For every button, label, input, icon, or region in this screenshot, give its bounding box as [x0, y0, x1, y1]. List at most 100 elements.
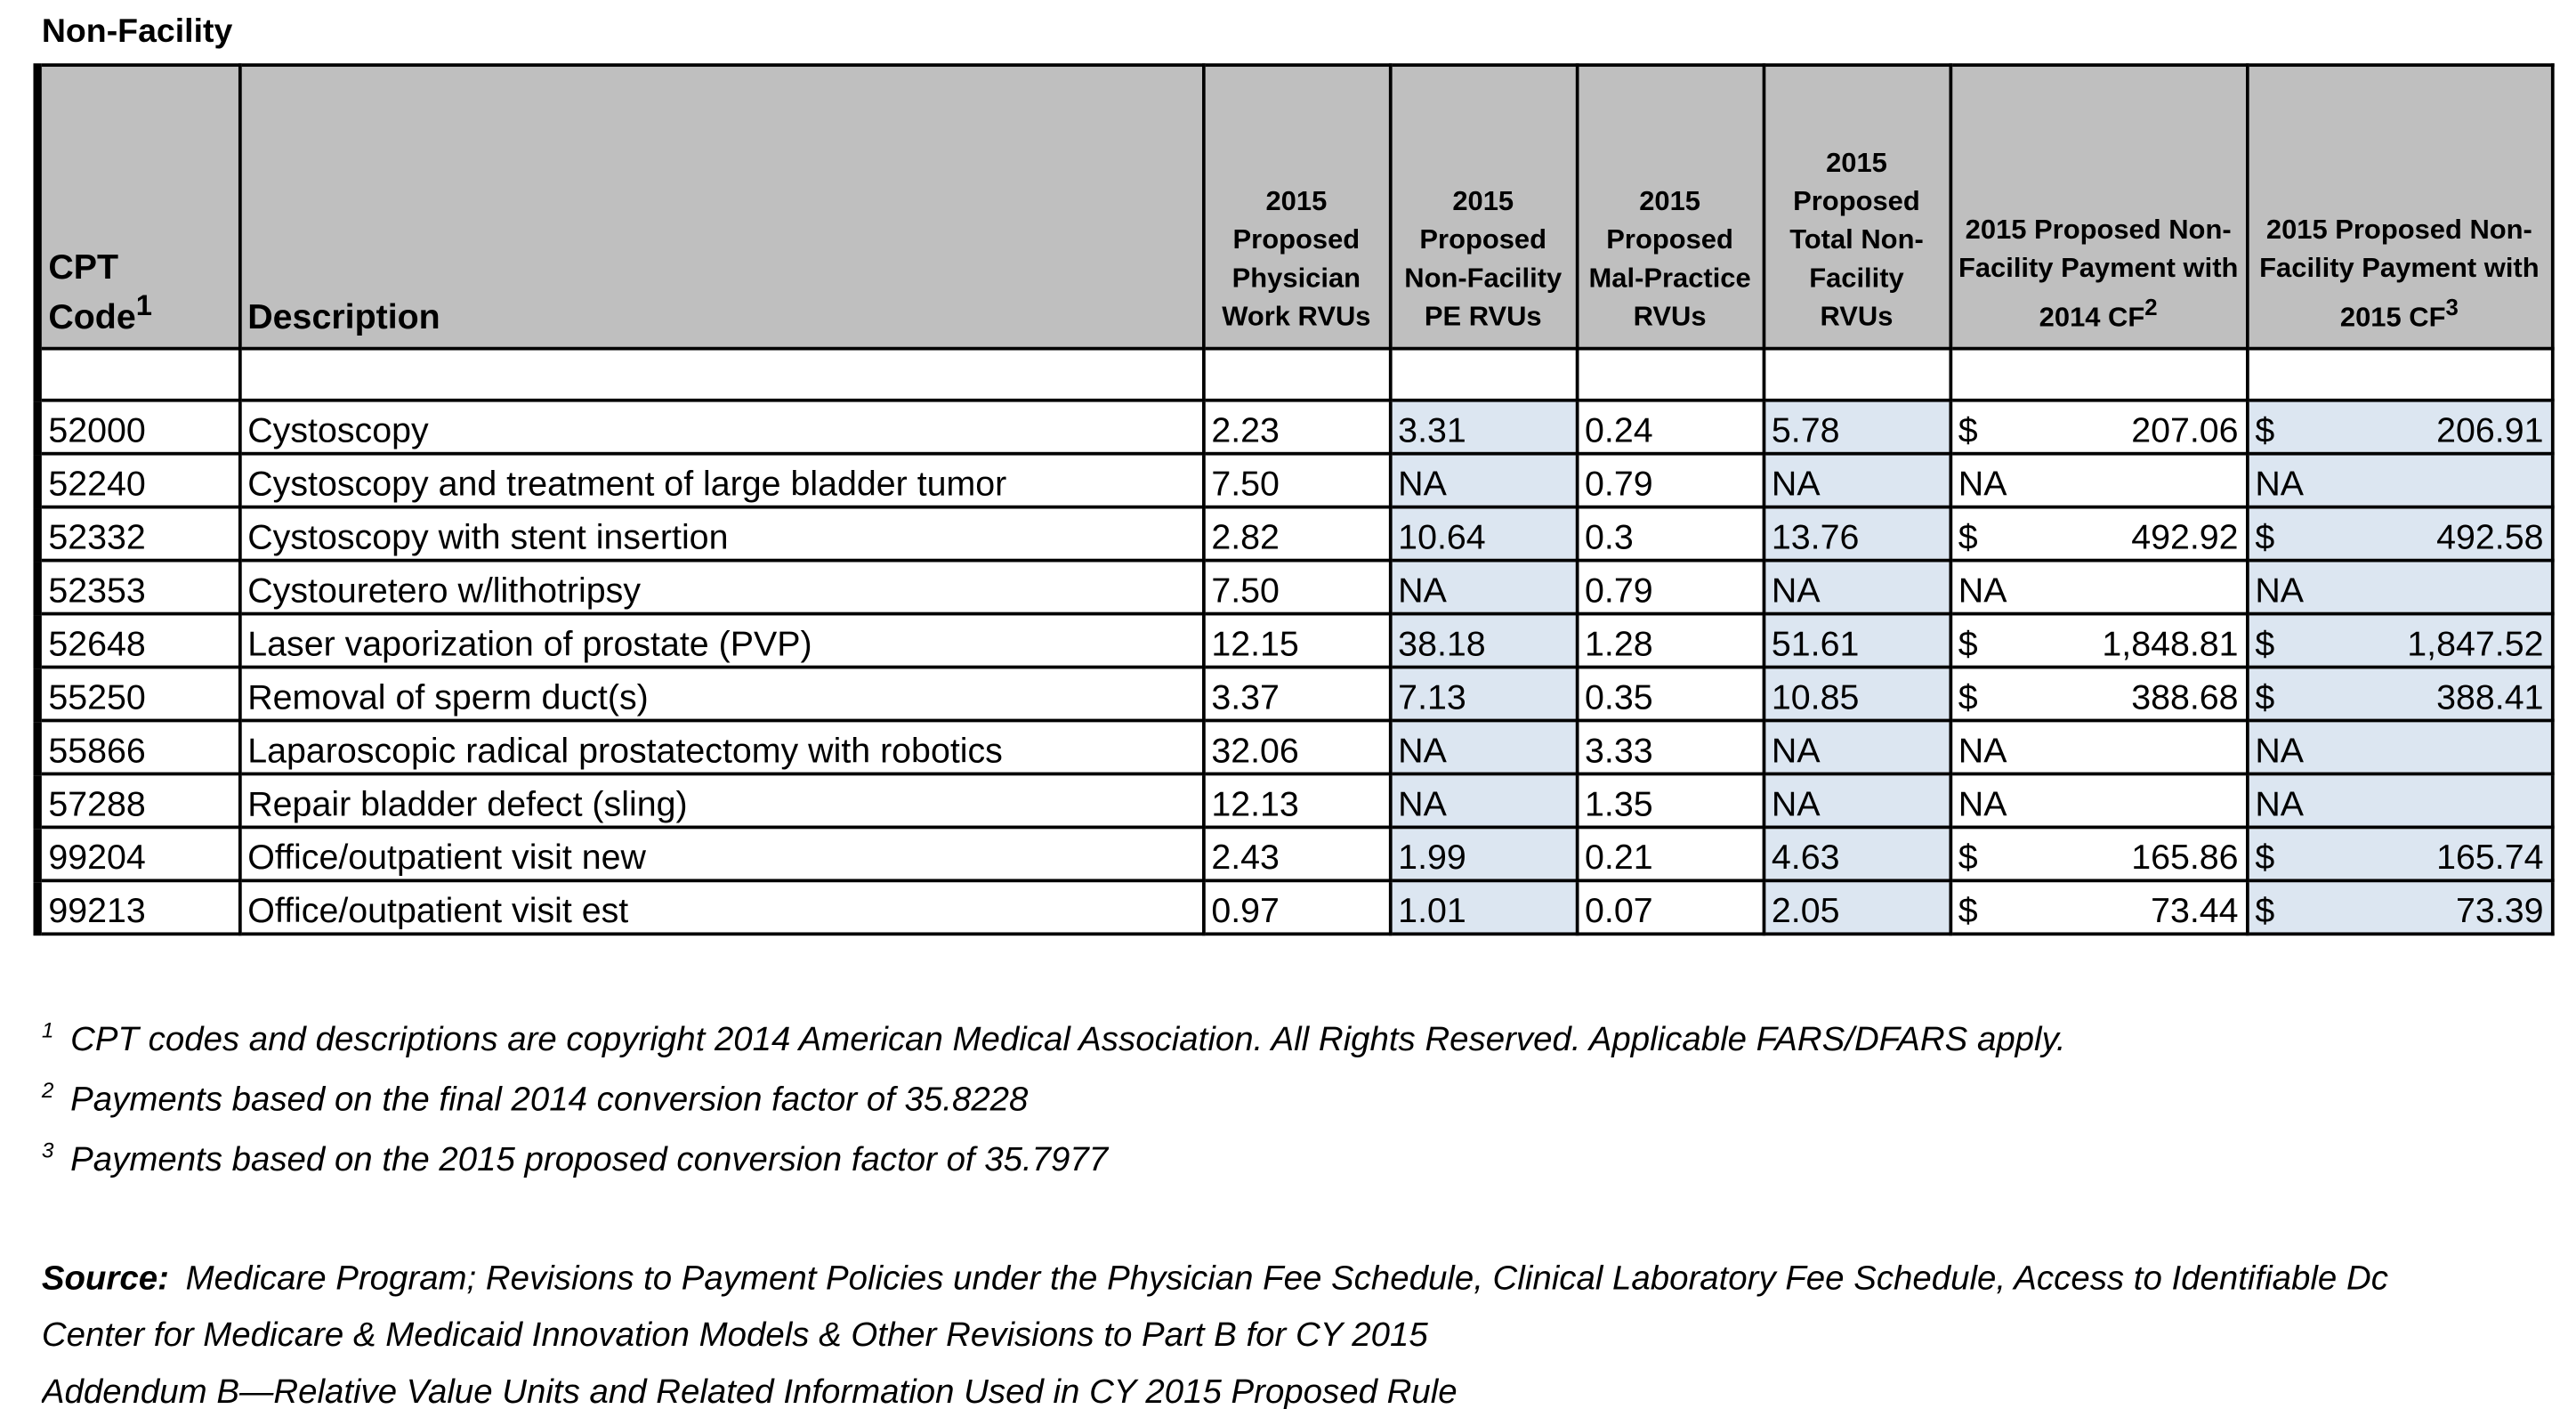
footnotes: 1 CPT codes and descriptions are copyrigh… [42, 1017, 2066, 1197]
table-cell: 1.99 [1387, 825, 1579, 883]
cell-text: Repair bladder defect (sling) [247, 785, 688, 824]
cell-text: 55250 [48, 678, 146, 717]
cell-text: Cystoscopy and treatment of large bladde… [247, 465, 1007, 504]
cell-text: 52332 [48, 518, 146, 557]
header-text: 2015 Proposed Non-Facility Payment with … [2259, 214, 2540, 332]
header-cell: Description [238, 63, 1205, 351]
source-text: Medicare Program; Revisions to Payment P… [185, 1259, 2388, 1298]
cell-text: NA [1398, 571, 1447, 611]
currency-symbol: $ [1958, 411, 1978, 450]
cell-text: 0.24 [1585, 411, 1653, 450]
cell-text: Laser vaporization of prostate (PVP) [247, 625, 812, 664]
amount: 1,848.81 [2102, 625, 2239, 664]
table-cell: Removal of sperm duct(s) [238, 665, 1205, 723]
table-row: 57288 Repair bladder defect (sling) 12.13 N… [33, 772, 2554, 830]
cell-text: NA [1958, 571, 2007, 611]
payment: $73.44 [1958, 892, 2239, 930]
title: Non-Facility [41, 12, 233, 51]
table-cell: $165.74 [2245, 825, 2554, 883]
table-cell: NA [1387, 558, 1579, 616]
cell-text: NA [2255, 465, 2305, 504]
table-cell: $388.41 [2245, 665, 2554, 723]
table-row: 52000 Cystoscopy 2.23 3.31 0.24 5.78 $207.06 $2… [33, 398, 2554, 456]
table: CPT Code1 Description 2015 Proposed Physic… [33, 63, 2554, 936]
source-text: Addendum B—Relative Value Units and Rela… [41, 1373, 1458, 1409]
source-text: Center for Medicare & Medicaid Innovatio… [41, 1316, 1428, 1355]
cell-text: Cystoscopy with stent insertion [247, 518, 729, 557]
table-cell: NA [2245, 558, 2554, 616]
currency-symbol: $ [1958, 625, 1978, 664]
cell-text: 1.35 [1585, 785, 1653, 824]
currency-symbol: $ [2255, 625, 2275, 664]
empty-cell [1761, 346, 1952, 402]
cell-text: 1.99 [1398, 838, 1466, 878]
table-cell: 32.06 [1201, 718, 1392, 776]
table-cell: 0.97 [1201, 879, 1392, 936]
cell-text: Office/outpatient visit est [247, 892, 629, 931]
table-cell: Laparoscopic radical prostatectomy with … [238, 718, 1205, 776]
cell-text: 0.79 [1585, 571, 1653, 611]
table-cell: 0.24 [1574, 398, 1765, 456]
amount: 206.91 [2436, 411, 2544, 450]
table-cell: Cystoscopy [238, 398, 1205, 456]
table-cell: 55866 [33, 718, 241, 776]
footnote-marker: 3 [41, 1137, 54, 1163]
table-cell: 0.3 [1574, 505, 1765, 563]
table-cell: Laser vaporization of prostate (PVP) [238, 611, 1205, 669]
cell-text: NA [2255, 785, 2305, 824]
table-cell: $73.44 [1948, 879, 2249, 936]
currency-symbol: $ [2255, 892, 2275, 931]
table-cell: 99213 [33, 879, 241, 936]
table-cell: 52240 [33, 451, 241, 509]
table-cell: NA [1761, 451, 1952, 509]
table-cell: NA [1387, 772, 1579, 830]
table-cell: 99204 [33, 825, 241, 883]
cell-text: 3.31 [1398, 411, 1466, 450]
cell-text: NA [1771, 785, 1821, 824]
cell-text: 2.43 [1211, 838, 1280, 878]
table-cell: 5.78 [1761, 398, 1952, 456]
table-cell: NA [1948, 451, 2249, 509]
cell-text: 32.06 [1211, 732, 1299, 771]
cell-text: 2.05 [1771, 892, 1840, 931]
cell-text: 0.07 [1585, 892, 1653, 931]
footnote-text: Payments based on the final 2014 convers… [70, 1080, 1029, 1119]
cell-text: 10.64 [1398, 518, 1486, 557]
table-cell: 52332 [33, 505, 241, 563]
cell-text: NA [2255, 732, 2305, 771]
header-text: CPT Code [48, 248, 136, 337]
table-cell: NA [1948, 558, 2249, 616]
table-row: 99204 Office/outpatient visit new 2.43 1.99… [33, 825, 2554, 883]
amount: 207.06 [2131, 411, 2239, 450]
table-cell: Office/outpatient visit new [238, 825, 1205, 883]
cell-text: 52648 [48, 625, 146, 664]
table-row: 52240 Cystoscopy and treatment of large b… [33, 451, 2554, 509]
empty-cell [238, 346, 1205, 402]
currency-symbol: $ [1958, 838, 1978, 878]
table-cell: 1.35 [1574, 772, 1765, 830]
table-cell: $165.86 [1948, 825, 2249, 883]
table-cell: NA [2245, 772, 2554, 830]
table-cell: 52353 [33, 558, 241, 616]
amount: 388.41 [2436, 678, 2544, 717]
table-cell: 57288 [33, 772, 241, 830]
payment: $388.41 [2255, 678, 2544, 717]
footnote: 1 CPT codes and descriptions are copyrigh… [42, 1017, 2066, 1077]
source-line: Addendum B—Relative Value Units and Rela… [42, 1373, 2551, 1409]
cell-text: NA [2255, 571, 2305, 611]
header-sup: 2 [2144, 294, 2158, 320]
table-cell: $73.39 [2245, 879, 2554, 936]
table-cell: $207.06 [1948, 398, 2249, 456]
cell-text: 55866 [48, 732, 146, 771]
header-text: 2015 Proposed Mal-Practice RVUs [1588, 186, 1751, 332]
table-cell: 3.31 [1387, 398, 1579, 456]
cell-text: 38.18 [1398, 625, 1486, 664]
table-cell: 0.21 [1574, 825, 1765, 883]
header-sup: 1 [135, 288, 152, 322]
table-cell: $492.58 [2245, 505, 2554, 563]
header-row: CPT Code1 Description 2015 Proposed Physic… [33, 63, 2554, 351]
currency-symbol: $ [2255, 838, 2275, 878]
empty-cell [33, 346, 241, 402]
amount: 73.39 [2455, 892, 2544, 931]
